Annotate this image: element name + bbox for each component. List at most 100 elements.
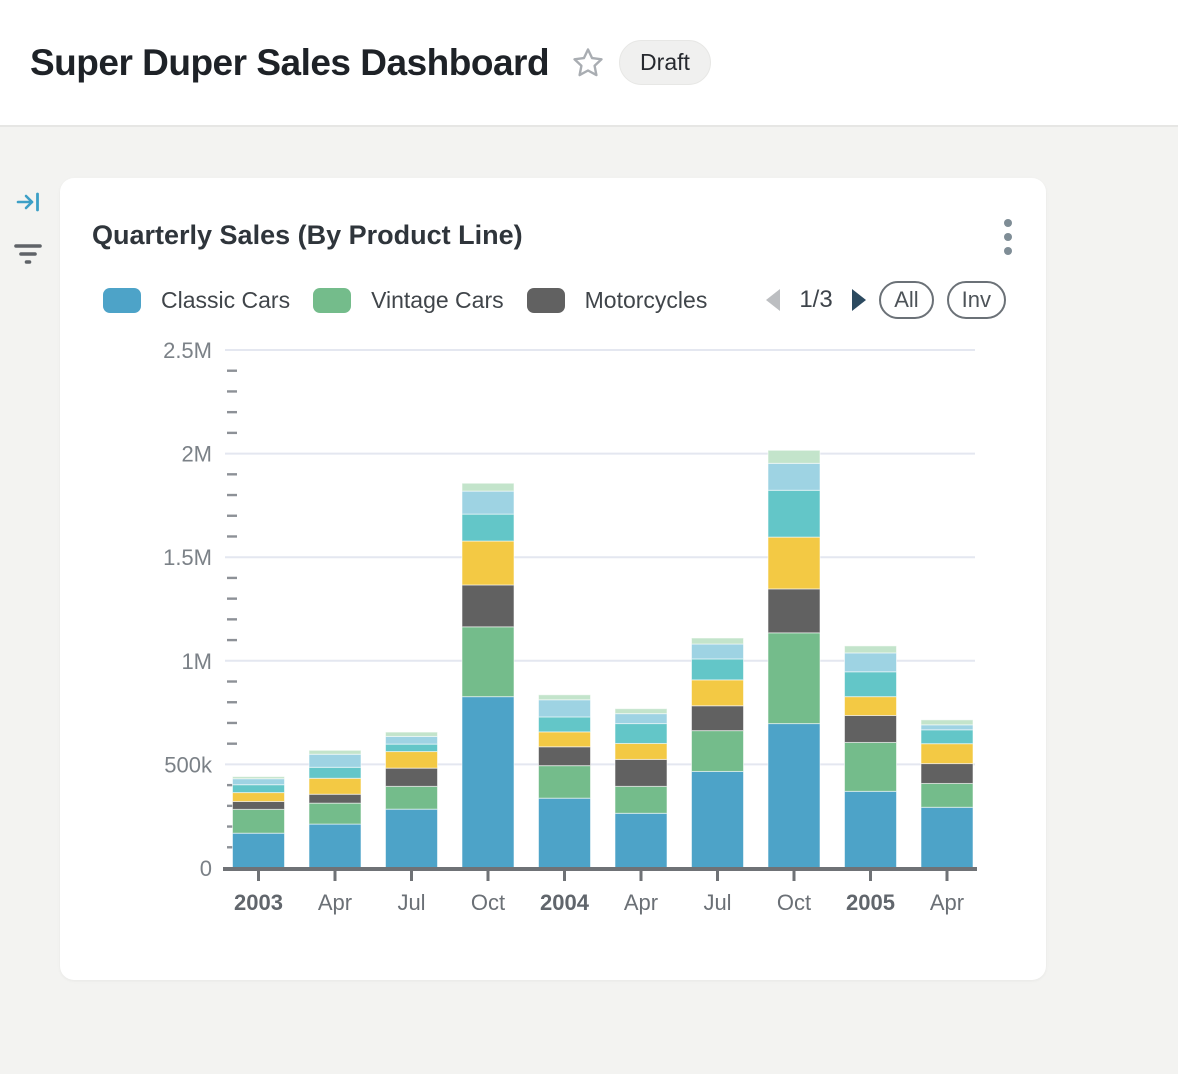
bar-segment[interactable]	[232, 800, 285, 810]
bar-segment[interactable]	[461, 482, 515, 492]
bar-segment[interactable]	[691, 730, 744, 772]
bar-segment[interactable]	[844, 671, 897, 698]
legend-label: Classic Cars	[161, 286, 291, 313]
bar-segment[interactable]	[461, 490, 515, 515]
bar-segment[interactable]	[691, 637, 744, 645]
header: Super Duper Sales Dashboard Draft	[0, 0, 1178, 127]
bar-segment[interactable]	[920, 763, 974, 784]
bar-segment[interactable]	[308, 802, 362, 825]
bar-segment[interactable]	[767, 536, 821, 590]
bar-segment[interactable]	[844, 652, 897, 673]
bar-segment[interactable]	[308, 766, 362, 779]
bar-segment[interactable]	[844, 790, 897, 869]
bar-segment[interactable]	[844, 715, 897, 743]
bar-segment[interactable]	[614, 742, 668, 760]
star-icon	[573, 47, 603, 76]
bar-segment[interactable]	[614, 708, 668, 715]
bar-segment[interactable]	[920, 724, 974, 731]
invert-selection-button[interactable]: Inv	[946, 281, 1006, 319]
bar-segment[interactable]	[614, 758, 668, 787]
bar-segment[interactable]	[538, 694, 591, 701]
x-axis-tick-label: Jul	[703, 890, 731, 915]
bar-segment[interactable]	[461, 513, 515, 542]
bar-segment[interactable]	[691, 658, 744, 681]
bar-segment[interactable]	[308, 753, 362, 768]
legend-item[interactable]: Motorcycles	[526, 286, 708, 314]
y-axis-tick-label: 2M	[181, 442, 212, 467]
triangle-right-icon	[851, 289, 866, 311]
legend-item[interactable]: Classic Cars	[103, 287, 290, 314]
chart-legend: Classic Cars Vintage Cars Motorcycles 1/3 …	[103, 280, 1006, 320]
legend-label: Motorcycles	[584, 286, 708, 313]
bar-segment[interactable]	[844, 645, 897, 654]
bar-segment[interactable]	[920, 743, 974, 765]
bar-segment[interactable]	[920, 806, 974, 869]
bar-segment[interactable]	[844, 741, 897, 792]
bar-segment[interactable]	[767, 588, 821, 634]
legend-item[interactable]: Vintage Cars	[313, 287, 504, 314]
bar-segment[interactable]	[461, 626, 515, 698]
bar-segment[interactable]	[614, 723, 668, 744]
bar-segment[interactable]	[767, 489, 821, 538]
bar-segment[interactable]	[691, 643, 744, 660]
bar-segment[interactable]	[767, 632, 821, 725]
bar-segment[interactable]	[232, 792, 285, 802]
favorite-button[interactable]	[571, 46, 605, 80]
bar-segment[interactable]	[691, 705, 744, 732]
bar-segment[interactable]	[385, 743, 438, 753]
bar-segment[interactable]	[844, 696, 897, 717]
bar-segment[interactable]	[767, 723, 821, 869]
y-axis-tick-label: 500k	[164, 752, 213, 777]
bar-segment[interactable]	[385, 751, 438, 769]
select-all-button[interactable]: All	[879, 281, 934, 319]
bar-segment[interactable]	[232, 808, 285, 834]
bar-segment[interactable]	[767, 462, 821, 491]
bar-segment[interactable]	[461, 540, 515, 586]
bar-segment[interactable]	[385, 731, 438, 737]
arrow-to-bar-icon	[16, 192, 39, 212]
bar-segment[interactable]	[461, 696, 515, 869]
bar-segment[interactable]	[461, 584, 515, 628]
bar-segment[interactable]	[767, 449, 821, 464]
card-menu-button[interactable]	[988, 212, 1028, 262]
legend-swatch	[313, 287, 352, 313]
bar-segment[interactable]	[385, 785, 438, 810]
bar-segment[interactable]	[614, 713, 668, 725]
bar-segment[interactable]	[385, 735, 438, 745]
legend-label: Vintage Cars	[371, 286, 504, 313]
bar-segment[interactable]	[920, 729, 974, 745]
y-axis-tick-label: 0	[200, 856, 212, 881]
legend-next-button[interactable]	[848, 286, 870, 314]
bar-segment[interactable]	[308, 749, 362, 755]
bar-segment[interactable]	[538, 797, 591, 869]
bar-segment[interactable]	[920, 719, 974, 726]
bar-segment[interactable]	[232, 832, 285, 869]
bar-segment[interactable]	[308, 793, 362, 804]
sales-chart[interactable]: 0 500k 1M 1.5M 2M 2.5M 2003 Apr Jul Oct 2004 Apr Jul…	[60, 338, 1046, 958]
bar-segment[interactable]	[232, 778, 285, 786]
legend-prev-button[interactable]	[762, 286, 784, 314]
collapse-panel-button[interactable]	[15, 188, 43, 221]
bar-segment[interactable]	[308, 823, 362, 869]
bar-segment[interactable]	[232, 776, 285, 780]
bar-segment[interactable]	[920, 782, 974, 808]
bar-segment[interactable]	[538, 765, 591, 799]
y-axis-tick-label: 1.5M	[163, 545, 212, 570]
filter-button[interactable]	[12, 238, 44, 275]
bar-segment[interactable]	[232, 784, 285, 794]
kebab-icon	[1004, 219, 1012, 227]
bar-segment[interactable]	[385, 767, 438, 787]
bar-segment[interactable]	[691, 770, 744, 869]
bar-segment[interactable]	[538, 699, 591, 718]
triangle-left-icon	[766, 289, 781, 311]
bar-segment[interactable]	[538, 731, 591, 748]
bar-segment[interactable]	[385, 808, 438, 869]
bar-segment[interactable]	[691, 679, 744, 707]
bar-segment[interactable]	[308, 777, 362, 795]
bar-segment[interactable]	[614, 812, 668, 869]
bar-segment[interactable]	[538, 716, 591, 733]
filter-icon	[14, 244, 42, 264]
bar-segment[interactable]	[538, 746, 591, 767]
bar-segment[interactable]	[614, 785, 668, 814]
x-axis-tick-label: 2003	[234, 890, 283, 915]
